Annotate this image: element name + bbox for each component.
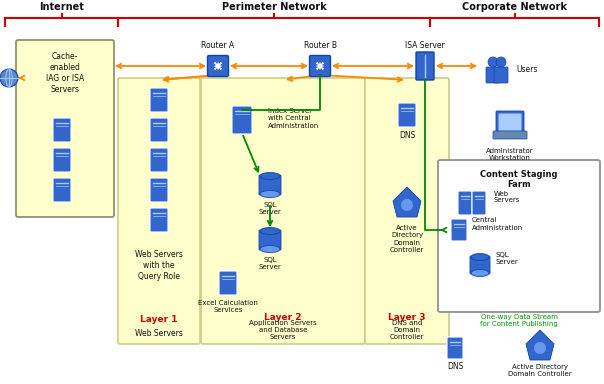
Text: Users: Users bbox=[516, 66, 538, 74]
Text: Central
Administration: Central Administration bbox=[472, 217, 523, 230]
Text: One-way Data Stream
for Content Publishing: One-way Data Stream for Content Publishi… bbox=[480, 314, 558, 327]
FancyBboxPatch shape bbox=[398, 103, 416, 127]
Circle shape bbox=[401, 199, 413, 211]
FancyBboxPatch shape bbox=[416, 52, 434, 80]
Text: Layer 2: Layer 2 bbox=[265, 313, 302, 323]
Circle shape bbox=[496, 57, 506, 67]
Text: Layer 1: Layer 1 bbox=[140, 316, 178, 324]
Text: Active Directory
Domain Controller: Active Directory Domain Controller bbox=[508, 364, 572, 377]
Ellipse shape bbox=[260, 227, 280, 235]
FancyBboxPatch shape bbox=[219, 271, 237, 295]
FancyBboxPatch shape bbox=[494, 67, 508, 83]
Ellipse shape bbox=[260, 245, 280, 253]
Ellipse shape bbox=[471, 270, 489, 276]
Ellipse shape bbox=[471, 253, 489, 260]
FancyBboxPatch shape bbox=[472, 191, 486, 215]
FancyBboxPatch shape bbox=[208, 56, 228, 76]
Text: Web Servers
with the
Query Role: Web Servers with the Query Role bbox=[135, 250, 183, 281]
Text: Application Servers
and Database
Servers: Application Servers and Database Servers bbox=[249, 320, 317, 340]
FancyBboxPatch shape bbox=[259, 230, 281, 250]
FancyBboxPatch shape bbox=[493, 131, 527, 139]
FancyBboxPatch shape bbox=[16, 40, 114, 217]
Text: Administrator
Workstation: Administrator Workstation bbox=[486, 148, 534, 161]
Text: Corporate Network: Corporate Network bbox=[462, 2, 567, 12]
FancyBboxPatch shape bbox=[53, 148, 71, 172]
FancyBboxPatch shape bbox=[201, 78, 365, 344]
FancyBboxPatch shape bbox=[53, 118, 71, 142]
Polygon shape bbox=[393, 187, 421, 217]
FancyBboxPatch shape bbox=[486, 67, 500, 83]
FancyBboxPatch shape bbox=[438, 160, 600, 312]
Text: Router B: Router B bbox=[303, 41, 336, 50]
Circle shape bbox=[534, 342, 546, 354]
FancyBboxPatch shape bbox=[470, 256, 490, 274]
FancyBboxPatch shape bbox=[150, 118, 168, 142]
Text: DNS: DNS bbox=[399, 131, 415, 140]
FancyBboxPatch shape bbox=[498, 114, 521, 131]
Text: Index Server
with Central
Administration: Index Server with Central Administration bbox=[268, 108, 320, 129]
Text: SQL
Server: SQL Server bbox=[259, 202, 281, 215]
FancyBboxPatch shape bbox=[150, 208, 168, 232]
Text: Cache-
enabled
IAG or ISA
Servers: Cache- enabled IAG or ISA Servers bbox=[46, 52, 84, 94]
FancyBboxPatch shape bbox=[447, 337, 463, 359]
Text: Web Servers: Web Servers bbox=[135, 329, 183, 339]
Circle shape bbox=[0, 69, 18, 87]
FancyBboxPatch shape bbox=[118, 78, 200, 344]
Text: Router A: Router A bbox=[202, 41, 234, 50]
FancyBboxPatch shape bbox=[451, 219, 467, 241]
FancyBboxPatch shape bbox=[53, 178, 71, 202]
Text: Content Staging
Farm: Content Staging Farm bbox=[480, 170, 557, 189]
FancyBboxPatch shape bbox=[309, 56, 330, 76]
Text: SQL
Server: SQL Server bbox=[259, 257, 281, 270]
Text: Perimeter Network: Perimeter Network bbox=[222, 2, 326, 12]
Text: ISA Server: ISA Server bbox=[405, 41, 445, 50]
FancyBboxPatch shape bbox=[259, 175, 281, 195]
Text: DNS and
Domain
Controller: DNS and Domain Controller bbox=[390, 320, 424, 340]
FancyBboxPatch shape bbox=[365, 78, 449, 344]
Ellipse shape bbox=[260, 190, 280, 197]
Polygon shape bbox=[526, 330, 554, 360]
Text: Layer 3: Layer 3 bbox=[388, 313, 426, 323]
Ellipse shape bbox=[260, 172, 280, 179]
Circle shape bbox=[488, 57, 498, 67]
Text: Internet: Internet bbox=[39, 2, 84, 12]
FancyBboxPatch shape bbox=[232, 106, 252, 134]
FancyBboxPatch shape bbox=[150, 178, 168, 202]
FancyBboxPatch shape bbox=[496, 111, 524, 133]
Text: Active
Directory
Domain
Controller: Active Directory Domain Controller bbox=[390, 225, 424, 253]
Text: Excel Calculation
Services: Excel Calculation Services bbox=[198, 300, 258, 313]
Text: DNS: DNS bbox=[447, 362, 463, 371]
Text: Web
Servers: Web Servers bbox=[494, 190, 521, 204]
FancyBboxPatch shape bbox=[150, 148, 168, 172]
FancyBboxPatch shape bbox=[458, 191, 472, 215]
Text: SQL
Server: SQL Server bbox=[495, 253, 518, 265]
FancyBboxPatch shape bbox=[150, 88, 168, 112]
